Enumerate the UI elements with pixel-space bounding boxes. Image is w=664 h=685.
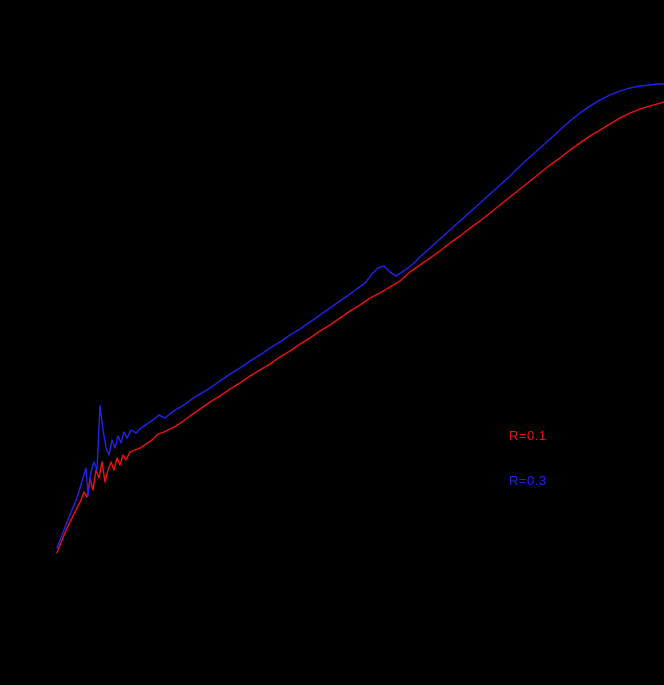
legend-label-r01: R=0.1 bbox=[509, 428, 547, 443]
legend-label-r03: R=0.3 bbox=[509, 473, 547, 488]
series-line-R=0.1 bbox=[56, 101, 664, 554]
series-line-R=0.3 bbox=[56, 83, 664, 549]
